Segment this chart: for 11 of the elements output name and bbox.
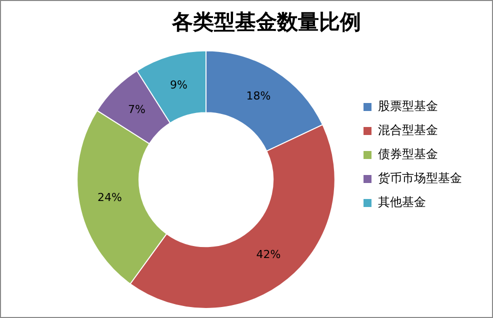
data-label: 18% bbox=[246, 90, 271, 103]
data-label: 7% bbox=[128, 103, 146, 116]
legend-label: 货币市场型基金 bbox=[378, 171, 462, 186]
legend-label: 混合型基金 bbox=[378, 123, 438, 138]
data-label: 24% bbox=[98, 190, 122, 204]
legend-label: 股票型基金 bbox=[378, 99, 438, 114]
legend-label: 其他基金 bbox=[378, 195, 426, 210]
legend-label: 债券型基金 bbox=[378, 147, 438, 162]
chart-title: 各类型基金数量比例 bbox=[171, 10, 361, 34]
data-label: 9% bbox=[170, 78, 188, 92]
data-label: 42% bbox=[256, 248, 281, 261]
